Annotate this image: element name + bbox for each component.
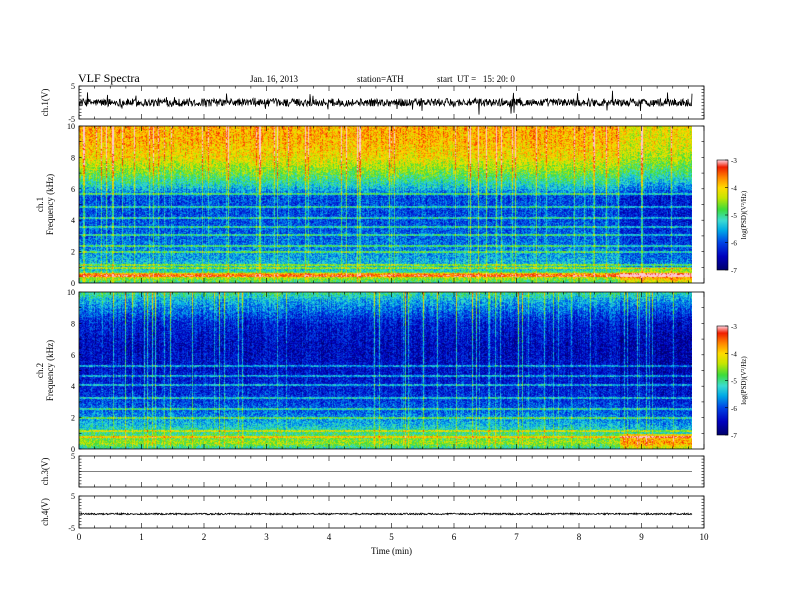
x-tick-label: 5 <box>389 532 394 542</box>
ch1-spectrogram-colorbar-tick-label: -7 <box>731 267 737 275</box>
ch2-spectrogram-ylabel: Frequency (kHz) <box>45 340 55 401</box>
ch2-spectrogram-colorbar-tick-label: -4 <box>731 350 737 358</box>
ch2-spectrogram-colorbar-tick-label: -6 <box>731 405 737 413</box>
ch4-waveform-trace <box>78 511 693 516</box>
ch1-spectrogram-heatmap <box>79 126 692 283</box>
ch1-spectrogram-ylabel: Frequency (kHz) <box>45 174 55 235</box>
ch2-spectrogram-heatmap <box>79 292 692 449</box>
ch1-spectrogram-ytick-label: 10 <box>67 122 75 131</box>
figure-title: VLF Spectra <box>78 71 140 85</box>
ch1-waveform-ylabel: ch.1(V) <box>40 89 50 117</box>
x-tick-label: 8 <box>577 532 582 542</box>
ch1-spectrogram-colorbar-label: log(PSD)(V²/Hz) <box>740 190 748 239</box>
ch2-spectrogram-colorbar-tick-label: -5 <box>731 378 737 386</box>
x-tick-label: 4 <box>327 532 332 542</box>
x-tick-label: 0 <box>77 532 82 542</box>
x-tick-label: 7 <box>514 532 519 542</box>
ch2-spectrogram-colorbar-tick-label: -3 <box>731 323 737 331</box>
ch1-spectrogram-colorbar <box>717 160 728 270</box>
ch3-waveform-ylabel: ch.3(V) <box>40 458 50 486</box>
ch2-spectrogram-ytick-label: 6 <box>71 351 75 360</box>
x-tick-label: 1 <box>139 532 144 542</box>
x-axis-label: Time (min) <box>371 546 412 556</box>
x-tick-label: 9 <box>639 532 644 542</box>
ch1-waveform-ytick-label: -5 <box>68 115 75 124</box>
x-tick-label: 3 <box>264 532 269 542</box>
ch2-spectrogram-ytick-label: 4 <box>71 382 75 391</box>
x-tick-label: 2 <box>202 532 207 542</box>
ch1-spectrogram-colorbar-tick-label: -6 <box>731 240 737 248</box>
x-tick-label: 10 <box>700 532 710 542</box>
x-tick-label: 6 <box>452 532 457 542</box>
ch2-spectrogram-ytick-label: 2 <box>71 414 75 423</box>
ch1-waveform-trace <box>78 90 693 115</box>
start-time-label: start UT = 15: 20: 0 <box>437 74 515 84</box>
ch2-spectrogram-ytick-label: 8 <box>71 319 75 328</box>
ch4-waveform-ytick-label: -5 <box>68 524 75 533</box>
ch2-spectrogram-colorbar <box>717 326 728 435</box>
ch3-waveform-ytick-label: 5 <box>71 452 75 461</box>
ch2-spectrogram-colorbar-tick-label: -7 <box>731 432 737 440</box>
ch1-spectrogram-ytick-label: 4 <box>71 216 75 225</box>
ch2-spectrogram-ylabel: ch.2 <box>35 363 45 378</box>
ch2-spectrogram-colorbar-label: log(PSD)(V²/Hz) <box>740 356 748 405</box>
ch1-spectrogram-colorbar-tick-label: -5 <box>731 212 737 220</box>
ch1-spectrogram-ytick-label: 0 <box>71 279 75 288</box>
ch1-spectrogram-ytick-label: 6 <box>71 185 75 194</box>
station-label: station=ATH <box>357 74 404 84</box>
ch2-spectrogram-ytick-label: 10 <box>67 288 75 297</box>
observation-date: Jan. 16, 2013 <box>250 74 298 84</box>
ch1-spectrogram-ylabel: ch.1 <box>35 197 45 212</box>
ch4-waveform-ylabel: ch.4(V) <box>40 498 50 526</box>
ch2-spectrogram-ytick-label: 0 <box>71 445 75 454</box>
ch4-waveform-ytick-label: 5 <box>71 492 75 501</box>
ch1-spectrogram-colorbar-tick-label: -3 <box>731 157 737 165</box>
ch1-waveform-ytick-label: 5 <box>71 82 75 91</box>
ch1-spectrogram-colorbar-tick-label: -4 <box>731 185 737 193</box>
ch1-spectrogram-ytick-label: 8 <box>71 153 75 162</box>
ch1-spectrogram-ytick-label: 2 <box>71 248 75 257</box>
